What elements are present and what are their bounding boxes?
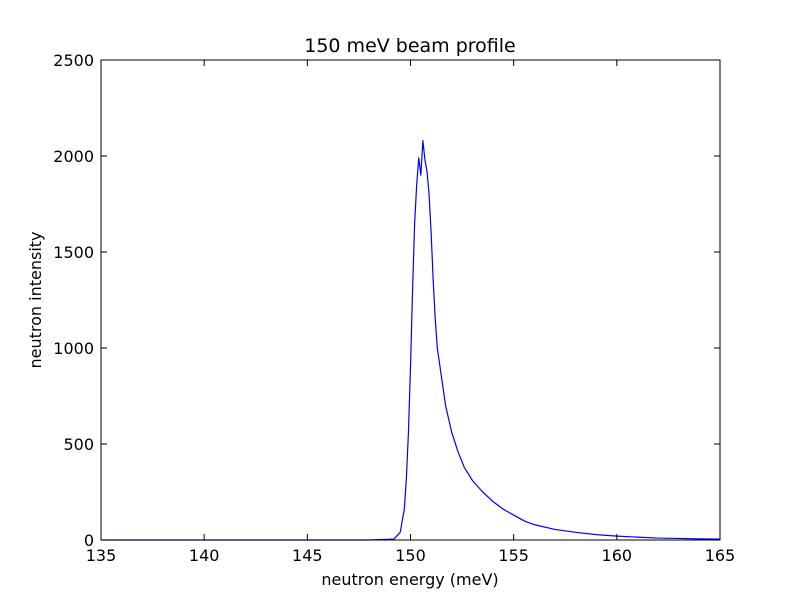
x-tick-label: 165 [705, 546, 736, 565]
y-axis: 0 500 1000 1500 2000 2500 [53, 51, 720, 550]
plot-frame [100, 59, 721, 541]
y-tick-label: 1000 [53, 339, 94, 358]
plot-area [100, 59, 721, 541]
chart-title: 150 meV beam profile [304, 35, 516, 57]
x-tick-label: 150 [395, 546, 426, 565]
x-tick-label: 145 [292, 546, 323, 565]
y-tick-label: 0 [84, 531, 94, 550]
series-line-0 [101, 140, 721, 541]
x-axis: 135 140 145 150 155 160 165 [86, 60, 736, 565]
x-tick-label: 135 [86, 546, 117, 565]
y-tick-label: 1500 [53, 243, 94, 262]
x-tick-label: 155 [498, 546, 529, 565]
y-tick-label: 500 [63, 435, 94, 454]
x-tick-label: 140 [189, 546, 220, 565]
y-tick-label: 2500 [53, 51, 94, 70]
x-tick-label: 160 [602, 546, 633, 565]
y-tick-label: 2000 [53, 147, 94, 166]
x-axis-title: neutron energy (meV) [321, 570, 498, 589]
y-axis-title: neutron intensity [26, 231, 45, 368]
